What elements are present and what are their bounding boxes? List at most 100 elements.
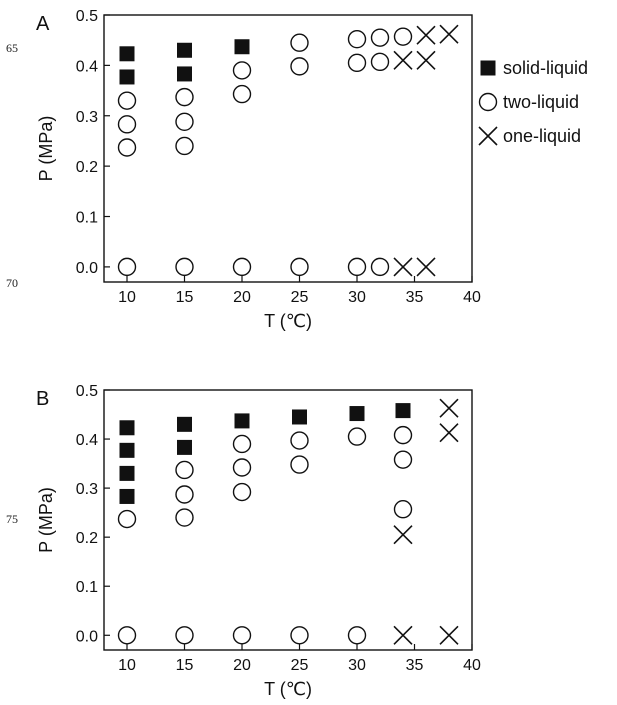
chart-panel-a: A 10 15 20 25 30 35 40 0.0 0.1 0.2 0.3 0.4 0.5 T (℃) P … xyxy=(36,8,481,331)
data-point-two-liquid xyxy=(393,27,413,46)
plot-frame xyxy=(103,389,473,651)
data-point-one-liquid xyxy=(416,50,436,70)
data-point-solid-liquid xyxy=(234,413,250,429)
data-point-two-liquid xyxy=(175,508,194,527)
data-point-one-liquid xyxy=(393,525,413,545)
legend-marker-one-liquid xyxy=(478,126,498,146)
data-point-two-liquid xyxy=(232,458,252,477)
data-point-one-liquid xyxy=(393,625,413,645)
x-tick-label: 30 xyxy=(348,657,366,674)
data-point-one-liquid xyxy=(439,423,459,443)
y-tick-label: 0.0 xyxy=(76,628,98,645)
data-point-two-liquid xyxy=(347,257,367,277)
legend-label-solid-liquid: solid-liquid xyxy=(503,58,588,78)
data-point-solid-liquid xyxy=(119,488,135,504)
panel-label: A xyxy=(36,13,50,35)
data-point-one-liquid xyxy=(439,398,459,418)
data-point-solid-liquid xyxy=(177,416,192,432)
data-point-two-liquid xyxy=(370,52,390,72)
x-tick-label: 35 xyxy=(406,289,424,306)
data-point-one-liquid xyxy=(416,25,436,45)
data-point-two-liquid xyxy=(347,427,367,446)
x-tick-label: 10 xyxy=(118,289,136,306)
legend-label-one-liquid: one-liquid xyxy=(503,126,581,146)
data-point-solid-liquid xyxy=(119,442,135,458)
data-point-two-liquid xyxy=(393,500,413,519)
x-tick-label: 30 xyxy=(348,289,366,306)
data-point-two-liquid xyxy=(290,431,309,450)
series-two-liquid xyxy=(117,425,413,645)
y-tick-label: 0.3 xyxy=(76,109,98,126)
y-tick-label: 0.2 xyxy=(76,159,98,176)
x-tick-label: 40 xyxy=(463,657,481,674)
data-point-two-liquid xyxy=(232,257,252,277)
x-tick-label: 20 xyxy=(233,289,251,306)
data-point-two-liquid xyxy=(290,57,309,76)
data-point-solid-liquid xyxy=(177,439,192,455)
data-point-two-liquid xyxy=(175,257,194,277)
data-point-solid-liquid xyxy=(119,46,135,62)
y-tick-label: 0.2 xyxy=(76,530,98,547)
plot-frame xyxy=(103,14,473,283)
data-point-two-liquid xyxy=(290,33,309,52)
panel-label: B xyxy=(36,388,49,410)
data-point-two-liquid xyxy=(117,115,137,134)
legend-marker-two-liquid xyxy=(478,92,498,112)
x-tick-label: 25 xyxy=(291,289,309,306)
data-point-solid-liquid xyxy=(234,39,250,55)
y-tick-label: 0.1 xyxy=(76,579,98,596)
data-point-one-liquid xyxy=(439,24,459,44)
data-point-solid-liquid xyxy=(395,403,411,419)
x-axis-label: T (℃) xyxy=(264,311,312,331)
data-point-two-liquid xyxy=(117,138,137,157)
data-point-two-liquid xyxy=(117,509,137,529)
data-point-two-liquid xyxy=(232,61,252,80)
data-point-two-liquid xyxy=(370,257,390,277)
data-point-solid-liquid xyxy=(177,42,192,58)
data-point-two-liquid xyxy=(175,87,194,107)
data-point-two-liquid xyxy=(393,450,413,469)
data-point-solid-liquid xyxy=(349,406,365,422)
data-point-two-liquid xyxy=(175,112,194,132)
x-tick-label: 25 xyxy=(291,657,309,674)
data-point-solid-liquid xyxy=(119,420,135,436)
data-point-two-liquid xyxy=(347,626,367,645)
data-point-two-liquid xyxy=(175,626,194,645)
x-tick-label: 35 xyxy=(406,657,424,674)
x-tick-label: 40 xyxy=(463,289,481,306)
data-point-two-liquid xyxy=(117,626,137,645)
y-tick-label: 0.0 xyxy=(76,260,98,277)
series-two-liquid xyxy=(117,27,413,277)
data-point-two-liquid xyxy=(175,460,194,480)
data-point-two-liquid xyxy=(175,136,194,156)
y-axis-label: P (MPa) xyxy=(36,116,56,182)
series-one-liquid xyxy=(393,398,459,645)
legend: solid-liquid two-liquid one-liquid xyxy=(478,58,588,146)
margin-line-number-75: 75 xyxy=(6,512,18,526)
data-point-one-liquid xyxy=(393,50,413,70)
data-point-one-liquid xyxy=(439,625,459,645)
series-solid-liquid xyxy=(119,39,250,85)
series-solid-liquid xyxy=(119,403,411,504)
data-point-two-liquid xyxy=(232,434,252,454)
x-tick-label: 10 xyxy=(118,657,136,674)
series-one-liquid xyxy=(393,24,459,277)
data-point-two-liquid xyxy=(232,84,252,104)
x-tick-label: 15 xyxy=(176,289,194,306)
data-point-two-liquid xyxy=(175,485,194,504)
data-point-two-liquid xyxy=(290,257,309,277)
data-point-solid-liquid xyxy=(119,69,135,85)
y-tick-label: 0.1 xyxy=(76,210,98,227)
x-tick-label: 15 xyxy=(176,657,194,674)
margin-line-number-70: 70 xyxy=(6,276,18,290)
data-point-two-liquid xyxy=(290,455,309,474)
y-tick-label: 0.3 xyxy=(76,481,98,498)
data-point-two-liquid xyxy=(117,257,137,277)
y-axis-label: P (MPa) xyxy=(36,487,56,553)
legend-label-two-liquid: two-liquid xyxy=(503,92,579,112)
data-point-solid-liquid xyxy=(177,66,192,82)
data-point-solid-liquid xyxy=(292,409,307,425)
data-point-two-liquid xyxy=(370,28,390,47)
y-tick-label: 0.4 xyxy=(76,432,98,449)
